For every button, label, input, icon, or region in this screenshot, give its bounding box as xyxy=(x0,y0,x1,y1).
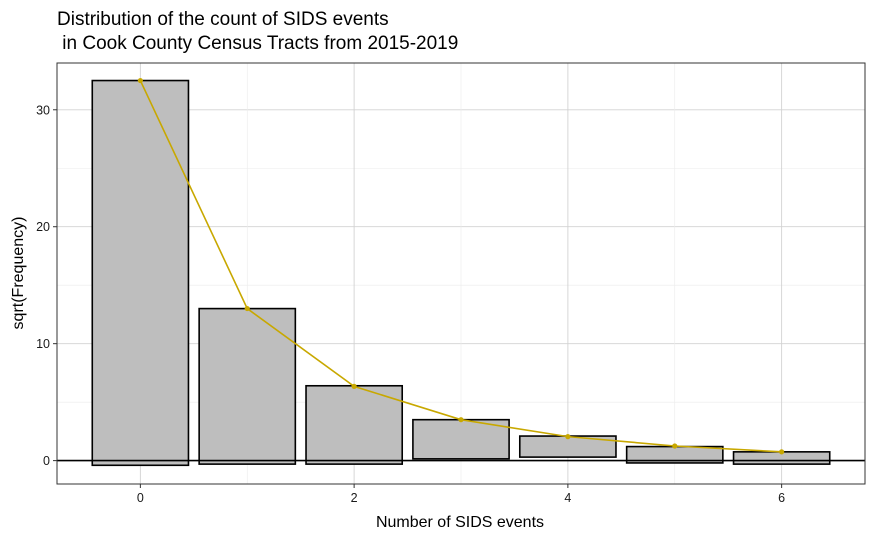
x-tick-label: 2 xyxy=(351,491,358,505)
fitted-curve-group xyxy=(137,77,785,455)
x-tick-label: 6 xyxy=(778,491,785,505)
y-tick-label: 0 xyxy=(43,454,50,468)
y-axis-title: sqrt(Frequency) xyxy=(10,217,27,330)
bar xyxy=(305,384,404,465)
grid xyxy=(57,63,865,484)
panel-border xyxy=(56,62,866,485)
y-tick-label: 20 xyxy=(36,220,50,234)
y-tick-label: 30 xyxy=(36,103,50,117)
y-axis-ticks: 0 10 20 30 xyxy=(36,103,57,468)
fitted-curve-point xyxy=(672,443,678,449)
fitted-curve-point xyxy=(137,77,143,84)
chart-title-line-1: Distribution of the count of SIDS events xyxy=(57,9,389,30)
chart-title-line-2: in Cook County Census Tracts from 2015-2… xyxy=(57,33,458,54)
y-tick-label: 10 xyxy=(36,337,50,351)
fitted-curve-point xyxy=(565,434,571,440)
bar xyxy=(412,418,510,460)
fitted-curve-point xyxy=(779,449,785,455)
panel-border-group xyxy=(56,62,866,485)
fitted-curve-point xyxy=(458,417,464,423)
fitted-curve-point xyxy=(351,383,357,389)
bar xyxy=(198,307,297,465)
bar xyxy=(91,79,190,467)
x-axis-title: Number of SIDS events xyxy=(376,514,544,531)
x-tick-label: 4 xyxy=(564,491,571,505)
fitted-curve-point xyxy=(244,305,250,312)
x-axis-ticks: 0 2 4 6 xyxy=(137,484,785,505)
x-tick-label: 0 xyxy=(137,491,144,505)
